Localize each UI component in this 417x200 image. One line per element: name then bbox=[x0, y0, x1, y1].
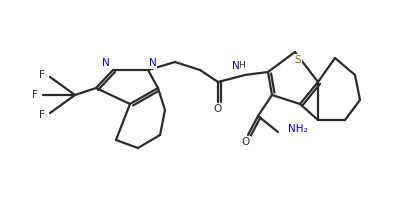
Text: N: N bbox=[232, 61, 240, 71]
Text: F: F bbox=[39, 110, 45, 120]
Text: H: H bbox=[239, 62, 245, 71]
Text: O: O bbox=[242, 137, 250, 147]
Text: F: F bbox=[32, 90, 38, 100]
Text: N: N bbox=[149, 58, 157, 68]
Text: O: O bbox=[214, 104, 222, 114]
Text: N: N bbox=[102, 58, 110, 68]
Text: S: S bbox=[295, 55, 301, 65]
Text: F: F bbox=[39, 70, 45, 80]
Text: NH₂: NH₂ bbox=[288, 124, 308, 134]
